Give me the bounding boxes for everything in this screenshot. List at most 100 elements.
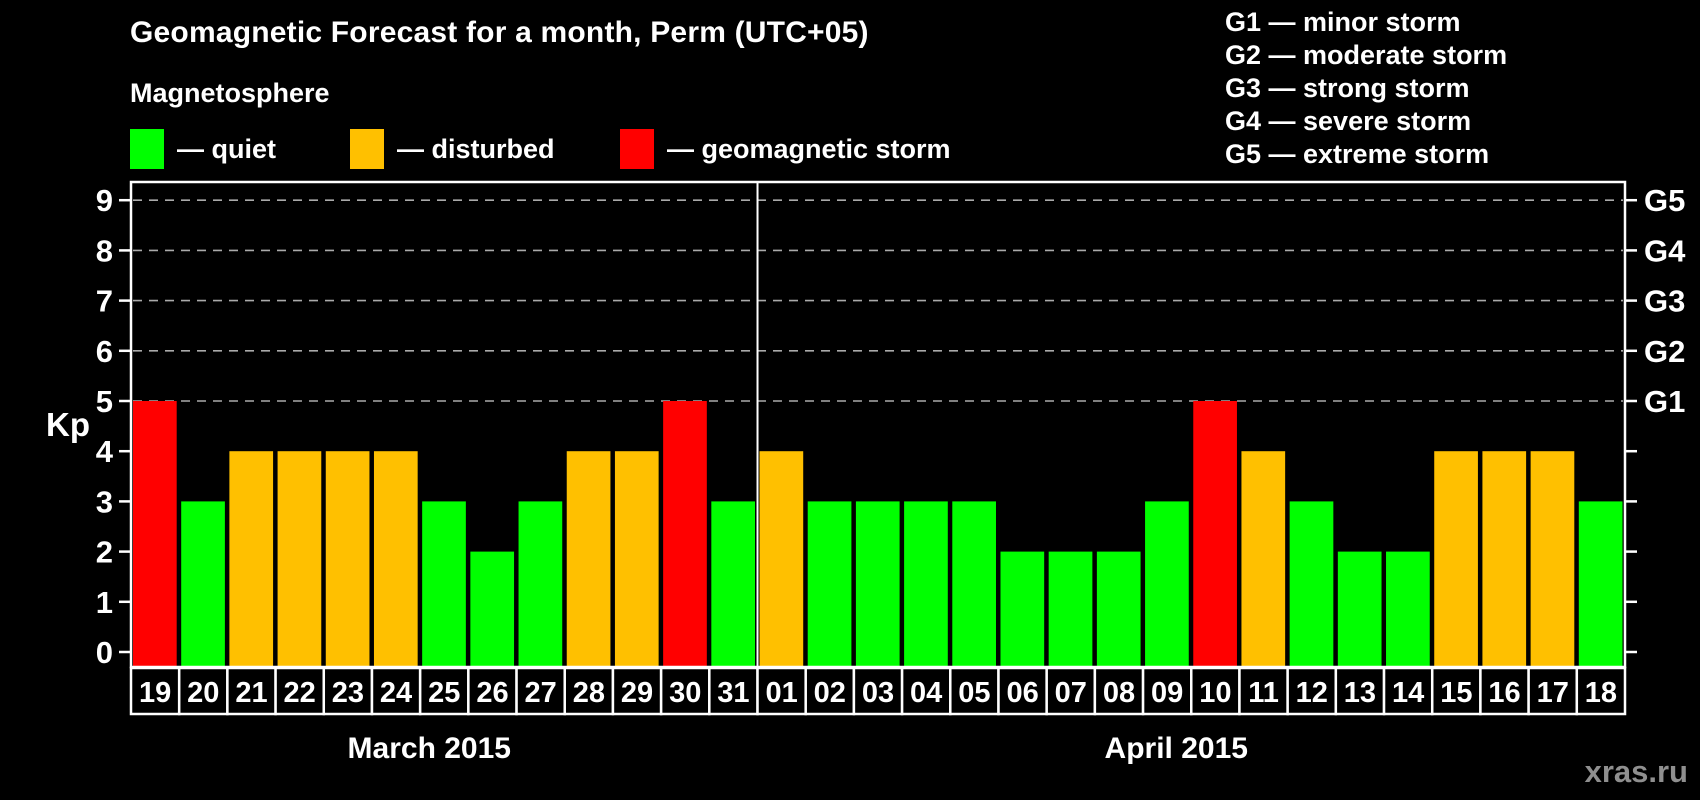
legend-item-storm: — geomagnetic storm bbox=[620, 128, 951, 170]
kp-bar-day-24 bbox=[373, 451, 418, 667]
day-cell-25 bbox=[418, 666, 470, 716]
day-label-07: 07 bbox=[1055, 677, 1087, 709]
kp-bar-day-18 bbox=[1578, 501, 1623, 667]
day-cell-29 bbox=[611, 666, 663, 716]
day-label-31: 31 bbox=[717, 677, 749, 709]
day-label-17: 17 bbox=[1537, 677, 1569, 709]
day-label-26: 26 bbox=[476, 677, 508, 709]
storm-scale-item: G4 — severe storm bbox=[1225, 106, 1472, 136]
y-axis-tick-label-7: 7 bbox=[96, 284, 113, 319]
day-cell-10 bbox=[1190, 666, 1241, 716]
right-axis-label-G1: G1 bbox=[1644, 384, 1685, 419]
day-label-22: 22 bbox=[284, 677, 316, 709]
legend-item-disturbed: — disturbed bbox=[350, 128, 555, 170]
storm-scale-item: G2 — moderate storm bbox=[1225, 40, 1508, 70]
day-label-27: 27 bbox=[525, 677, 557, 709]
kp-bar-day-14 bbox=[1386, 551, 1430, 667]
day-cell-01 bbox=[756, 666, 807, 716]
kp-bar-day-15 bbox=[1434, 451, 1478, 667]
day-label-14: 14 bbox=[1392, 677, 1424, 709]
right-axis-label-G4: G4 bbox=[1644, 233, 1686, 268]
y-axis-tick-label-9: 9 bbox=[96, 183, 113, 218]
right-axis-label-G3: G3 bbox=[1644, 284, 1685, 319]
day-label-13: 13 bbox=[1344, 677, 1376, 709]
day-label-01: 01 bbox=[765, 677, 797, 709]
storm-scale-item: G1 — minor storm bbox=[1225, 7, 1461, 37]
y-axis-tick-label-4: 4 bbox=[96, 434, 114, 469]
day-cell-22 bbox=[274, 666, 326, 716]
y-axis-tick-label-5: 5 bbox=[96, 384, 113, 419]
day-cell-02 bbox=[804, 666, 856, 716]
legend-label-storm: — geomagnetic storm bbox=[667, 133, 951, 164]
day-label-23: 23 bbox=[332, 677, 364, 709]
day-label-29: 29 bbox=[621, 677, 653, 709]
kp-bar-day-06 bbox=[1000, 551, 1045, 667]
storm-scale-item: G3 — strong storm bbox=[1225, 73, 1470, 103]
kp-bar-day-22 bbox=[277, 451, 322, 667]
storm-scale-legend: G1 — minor storm G2 — moderate storm G3 — … bbox=[1225, 6, 1507, 171]
month-label: March 2015 bbox=[347, 732, 511, 765]
y-axis-tick-label-0: 0 bbox=[96, 635, 113, 670]
legend-swatch-storm bbox=[620, 129, 654, 169]
y-axis-title: Kp bbox=[46, 406, 90, 443]
kp-bar-day-16 bbox=[1482, 451, 1527, 667]
kp-bar-day-13 bbox=[1337, 551, 1382, 667]
y-axis-tick-label-8: 8 bbox=[96, 233, 113, 268]
day-cell-14 bbox=[1382, 666, 1434, 716]
kp-bar-day-02 bbox=[807, 501, 852, 667]
day-label-03: 03 bbox=[862, 677, 894, 709]
day-label-30: 30 bbox=[669, 677, 701, 709]
kp-bar-day-17 bbox=[1530, 451, 1575, 667]
day-label-05: 05 bbox=[958, 677, 990, 709]
month-label: April 2015 bbox=[1104, 732, 1248, 765]
legend-item-quiet: — quiet bbox=[130, 128, 276, 170]
y-axis-tick-label-3: 3 bbox=[96, 484, 113, 519]
day-cell-23 bbox=[322, 666, 374, 716]
day-label-15: 15 bbox=[1440, 677, 1472, 709]
day-cell-12 bbox=[1286, 666, 1338, 716]
day-label-16: 16 bbox=[1488, 677, 1520, 709]
day-label-10: 10 bbox=[1199, 677, 1231, 709]
legend-label-disturbed: — disturbed bbox=[397, 133, 555, 164]
legend-label-quiet: — quiet bbox=[177, 133, 276, 164]
watermark: xras.ru bbox=[1584, 754, 1688, 789]
day-label-24: 24 bbox=[380, 677, 412, 709]
kp-bar-day-03 bbox=[855, 501, 900, 667]
kp-bar-day-30 bbox=[663, 401, 707, 667]
day-cell-28 bbox=[563, 666, 615, 716]
kp-bar-day-29 bbox=[614, 451, 659, 667]
magnetosphere-legend-heading: Magnetosphere bbox=[130, 78, 330, 108]
kp-bar-day-07 bbox=[1048, 551, 1093, 667]
right-axis-label-G2: G2 bbox=[1644, 334, 1685, 369]
kp-bar-day-27 bbox=[518, 501, 563, 667]
day-label-09: 09 bbox=[1151, 677, 1183, 709]
chart-title: Geomagnetic Forecast for a month, Perm (… bbox=[130, 16, 869, 49]
day-label-18: 18 bbox=[1585, 677, 1617, 709]
kp-bar-day-09 bbox=[1145, 501, 1189, 667]
kp-bar-day-26 bbox=[470, 551, 515, 667]
y-axis-tick-label-1: 1 bbox=[96, 585, 113, 620]
legend-swatch-disturbed bbox=[350, 129, 384, 169]
day-cell-03 bbox=[852, 666, 904, 716]
kp-bar-day-10 bbox=[1193, 401, 1237, 667]
day-label-06: 06 bbox=[1006, 677, 1038, 709]
day-cell-16 bbox=[1479, 666, 1530, 716]
day-cell-11 bbox=[1238, 666, 1289, 716]
day-cell-17 bbox=[1527, 666, 1579, 716]
day-label-11: 11 bbox=[1248, 677, 1279, 709]
kp-bar-day-31 bbox=[711, 501, 756, 667]
day-label-19: 19 bbox=[139, 677, 171, 709]
kp-bar-day-25 bbox=[422, 501, 466, 667]
kp-bar-day-20 bbox=[181, 501, 225, 667]
storm-scale-item: G5 — extreme storm bbox=[1225, 139, 1490, 169]
day-cell-26 bbox=[467, 666, 518, 716]
y-axis-tick-label-2: 2 bbox=[96, 535, 113, 570]
kp-bar-day-21 bbox=[229, 451, 274, 667]
kp-bar-day-28 bbox=[566, 451, 611, 667]
day-label-28: 28 bbox=[573, 677, 605, 709]
legend-swatch-quiet bbox=[130, 129, 164, 169]
kp-bar-day-08 bbox=[1096, 551, 1141, 667]
day-cell-15 bbox=[1430, 666, 1482, 716]
day-cell-09 bbox=[1141, 666, 1193, 716]
